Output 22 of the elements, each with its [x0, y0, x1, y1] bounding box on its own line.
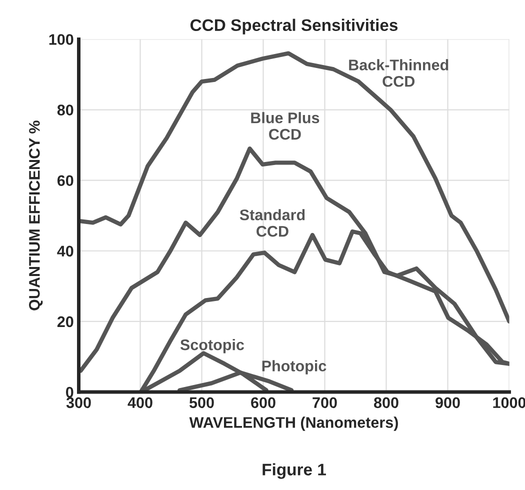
series-label: Blue Plus CCD: [251, 112, 320, 140]
x-tick-label: 300: [66, 397, 91, 408]
series-label: Photopic: [262, 360, 326, 374]
x-tick-label: 800: [374, 397, 398, 408]
x-axis-title: WAVELENGTH (Nanometers): [189, 416, 398, 431]
x-tick-label: 900: [436, 397, 460, 408]
y-tick-label: 100: [49, 34, 74, 45]
y-tick-label: 0: [66, 386, 74, 398]
y-tick-label: 60: [57, 175, 74, 186]
y-axis-title: QUANTIUM EFFICENCY %: [29, 120, 43, 310]
y-tick-label: 80: [57, 104, 74, 116]
x-tick-label: 500: [189, 397, 214, 408]
x-tick-label: 400: [128, 397, 152, 408]
y-tick-label: 40: [57, 246, 74, 257]
chart-title: CCD Spectral Sensitivities: [190, 18, 398, 34]
x-tick-label: 600: [251, 397, 276, 408]
caption: Figure 1: [262, 463, 326, 479]
series-label: Standard CCD: [240, 209, 305, 237]
y-tick-label: 20: [57, 316, 74, 328]
x-tick-label: 700: [312, 397, 337, 408]
series-label: Scotopic: [180, 339, 244, 354]
series-label: Back-Thinned CCD: [349, 59, 448, 87]
